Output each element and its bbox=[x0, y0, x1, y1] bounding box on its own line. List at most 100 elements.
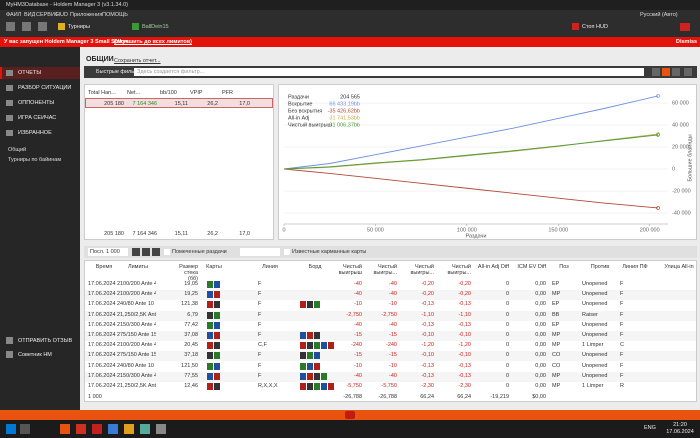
column-header[interactable]: bb/100 bbox=[160, 90, 177, 96]
status-icon[interactable] bbox=[345, 411, 355, 419]
column-header[interactable]: Карты bbox=[206, 264, 222, 270]
menu-item[interactable]: ФАЙЛ bbox=[6, 12, 22, 18]
sidebar-item[interactable]: ОТЧЁТЫ bbox=[18, 70, 42, 76]
column-header[interactable]: Улица All-in bbox=[664, 264, 694, 270]
toolbar-icon[interactable] bbox=[38, 22, 47, 31]
legend-value: 31 006,37bb bbox=[329, 122, 360, 128]
column-header[interactable]: Поз bbox=[559, 264, 569, 270]
sidebar-subitem[interactable]: Турниры по байинам bbox=[8, 157, 62, 163]
tournament-icon[interactable] bbox=[58, 23, 65, 30]
player-icon[interactable] bbox=[132, 23, 139, 30]
marked-select[interactable] bbox=[240, 248, 280, 256]
hand-cell: 6,79 bbox=[187, 311, 198, 318]
column-header[interactable]: Линия ПФ bbox=[622, 264, 648, 270]
sidebar-item[interactable]: ИГРА СЕЙЧАС bbox=[18, 115, 57, 121]
filter-button[interactable] bbox=[684, 68, 692, 76]
column-header[interactable]: Линия bbox=[262, 264, 278, 270]
taskbar-icon[interactable] bbox=[108, 424, 118, 434]
sidebar-item[interactable]: РАЗБОР СИТУАЦИЙ bbox=[18, 85, 72, 91]
hand-cell: -10 bbox=[354, 301, 362, 308]
marked-hands[interactable]: Помеченные раздачи bbox=[172, 249, 227, 255]
filter-button[interactable] bbox=[672, 68, 680, 76]
sidebar-icon bbox=[6, 130, 13, 136]
sidebar-bottom-item[interactable]: Советник HM bbox=[18, 352, 52, 358]
menu-item[interactable]: СЕРВИС bbox=[36, 12, 59, 18]
column-header[interactable]: Чистый выигры... bbox=[410, 264, 434, 276]
taskbar-icon[interactable] bbox=[156, 424, 166, 434]
save-report[interactable]: Сохранить отчет... bbox=[114, 58, 161, 64]
menu-item[interactable]: HUD bbox=[56, 12, 68, 18]
dismiss[interactable]: Dismiss bbox=[676, 39, 698, 45]
sidebar-item[interactable]: ОППОНЕНТЫ bbox=[18, 100, 55, 106]
checkbox[interactable] bbox=[164, 249, 170, 255]
series-end bbox=[656, 94, 660, 98]
hand-cell: 0,00 bbox=[535, 311, 546, 318]
column-header[interactable]: VPIP bbox=[190, 90, 203, 96]
sidebar-subitem[interactable]: Общий bbox=[8, 147, 27, 153]
x-tick-label: 0 bbox=[282, 227, 285, 233]
y-tick-label: -20 000 bbox=[672, 188, 691, 194]
taskbar-icon[interactable] bbox=[60, 424, 70, 434]
banner-link[interactable]: (Улучшить до всех лимитов) bbox=[114, 39, 192, 45]
summary-row-highlight bbox=[85, 98, 273, 108]
taskbar-icon[interactable] bbox=[92, 424, 102, 434]
hand-cell: F bbox=[258, 291, 262, 298]
taskbar-icon[interactable] bbox=[124, 424, 134, 434]
column-header[interactable]: All-in Adj Diff bbox=[477, 264, 509, 270]
column-header[interactable]: ICM EV Diff bbox=[517, 264, 546, 270]
filter-input[interactable] bbox=[134, 68, 644, 76]
nav-button[interactable] bbox=[142, 248, 150, 256]
stop-hud[interactable]: Стоп HUD bbox=[582, 24, 608, 30]
column-header[interactable]: Лимиты bbox=[127, 264, 148, 270]
column-header[interactable]: PFR bbox=[222, 90, 233, 96]
last-select[interactable] bbox=[88, 248, 128, 256]
hand-cell: 40/80 Ante 10 bbox=[120, 301, 154, 308]
stop-hud-icon[interactable] bbox=[572, 23, 579, 30]
taskbar-icon[interactable] bbox=[76, 424, 86, 434]
hand-cell: Unopened bbox=[582, 332, 608, 338]
hand-cell: Unopened bbox=[582, 352, 608, 359]
menu-item[interactable]: Приложения bbox=[70, 12, 103, 18]
board-card bbox=[314, 383, 320, 390]
quick-filters[interactable]: Быстрые фильт... bbox=[96, 69, 141, 75]
hand-cell: -40 bbox=[389, 291, 397, 298]
column-header[interactable]: Net... bbox=[127, 90, 141, 96]
toolbar-icon[interactable] bbox=[6, 22, 15, 31]
column-header[interactable]: Чистый выигрыш bbox=[338, 264, 362, 276]
sidebar-bottom-item[interactable]: ОТПРАВИТЬ ОТЗЫВ bbox=[18, 338, 73, 344]
tournaments-button[interactable]: Турниры bbox=[68, 24, 90, 30]
hand-cell: MP bbox=[552, 383, 561, 389]
filter-button[interactable] bbox=[662, 68, 670, 76]
column-header[interactable]: Борд bbox=[308, 264, 322, 270]
menu-item[interactable]: ВИД bbox=[24, 12, 36, 18]
column-header[interactable]: Время bbox=[95, 264, 113, 270]
toolbar-icon[interactable] bbox=[22, 22, 31, 31]
known-cards[interactable]: Известные карманные карты bbox=[292, 249, 367, 255]
taskbar-icon[interactable] bbox=[6, 424, 16, 434]
sidebar-item[interactable]: ИЗБРАННОЕ bbox=[18, 130, 52, 136]
filter-button[interactable] bbox=[652, 68, 660, 76]
taskbar-icon[interactable] bbox=[20, 424, 30, 434]
board-card bbox=[307, 372, 313, 380]
column-header[interactable]: Чистый выигры... bbox=[373, 264, 397, 276]
menu-item[interactable]: ПОМОЩЬ bbox=[102, 12, 128, 18]
hand-cell: EP bbox=[552, 321, 560, 328]
player-name[interactable]: BallDein15 bbox=[142, 24, 169, 30]
column-header[interactable]: Против bbox=[590, 264, 610, 270]
taskbar-icon[interactable] bbox=[140, 424, 150, 434]
sidebar bbox=[0, 47, 80, 410]
notifications[interactable] bbox=[680, 23, 690, 31]
hand-cell: -0,13 bbox=[458, 372, 471, 379]
column-header[interactable]: Total Han... bbox=[88, 90, 116, 96]
checkbox[interactable] bbox=[284, 249, 290, 255]
last-hands[interactable]: Посл. 1 000 bbox=[90, 249, 120, 255]
menu-toolbar bbox=[0, 10, 700, 37]
hand-cell: BB bbox=[552, 311, 560, 318]
nav-button[interactable] bbox=[132, 248, 140, 256]
column-header[interactable]: Чистый выигры... bbox=[447, 264, 471, 276]
filter-placeholder[interactable]: Здесь создается фильтр... bbox=[137, 69, 205, 75]
series-line bbox=[283, 95, 659, 170]
column-header[interactable]: Размер стека (бб) bbox=[179, 264, 198, 282]
hand-cell: 121,50 bbox=[181, 362, 198, 369]
nav-button[interactable] bbox=[152, 248, 160, 256]
